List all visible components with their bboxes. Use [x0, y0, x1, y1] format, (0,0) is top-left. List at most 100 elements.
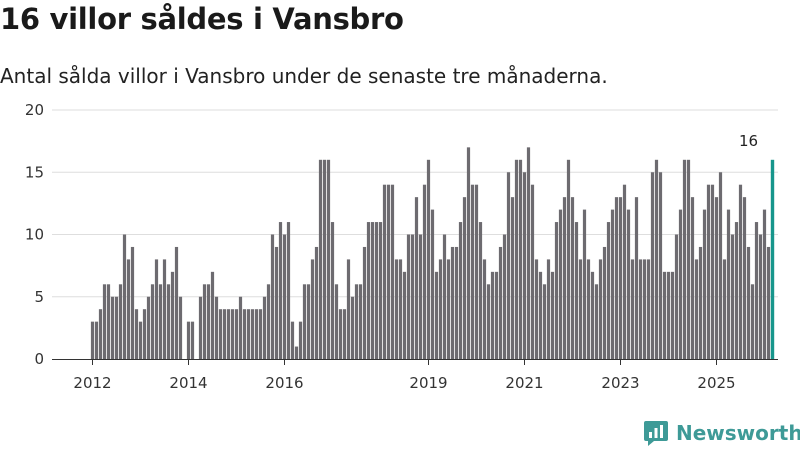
bar: [714, 197, 719, 359]
data-label: 16: [739, 132, 758, 150]
bar: [602, 246, 607, 359]
bar: [170, 271, 175, 359]
bar: [202, 284, 207, 359]
bar: [562, 197, 567, 359]
bar: [558, 209, 563, 359]
bar: [162, 259, 167, 359]
bar: [310, 259, 315, 359]
bar: [350, 296, 355, 359]
bar: [578, 259, 583, 359]
bar: [158, 284, 163, 359]
bar-series: [90, 147, 775, 359]
bar: [718, 172, 723, 359]
bar: [478, 222, 483, 359]
bar: [334, 284, 339, 359]
bar: [434, 271, 439, 359]
bar: [722, 259, 727, 359]
bar: [402, 271, 407, 359]
bar: [694, 259, 699, 359]
bar: [298, 321, 303, 359]
bar: [426, 159, 431, 359]
bar: [198, 296, 203, 359]
bar: [762, 209, 767, 359]
bar: [734, 222, 739, 359]
bar: [394, 259, 399, 359]
bar: [422, 184, 427, 359]
bar: [318, 159, 323, 359]
y-tick-label: 0: [34, 350, 44, 368]
data-labels: 16: [739, 132, 758, 150]
bar: [374, 222, 379, 359]
bar: [378, 222, 383, 359]
bar: [166, 284, 171, 359]
bar: [614, 197, 619, 359]
y-tick-label: 10: [25, 226, 44, 244]
bar: [234, 309, 239, 359]
bar: [454, 246, 459, 359]
bar: [206, 284, 211, 359]
brand-logo: Newsworthy: [644, 420, 800, 446]
bar: [114, 296, 119, 359]
bar: [126, 259, 131, 359]
bar: [574, 222, 579, 359]
bar: [554, 222, 559, 359]
bar: [106, 284, 111, 359]
bar: [498, 246, 503, 359]
bar: [102, 284, 107, 359]
bar: [522, 172, 527, 359]
bar: [598, 259, 603, 359]
bar: [122, 234, 127, 359]
bar: [474, 184, 479, 359]
bar: [150, 284, 155, 359]
bar: [470, 184, 475, 359]
y-tick-label: 5: [34, 288, 44, 306]
bar: [214, 296, 219, 359]
bar: [686, 159, 691, 359]
bar: [222, 309, 227, 359]
bar: [682, 159, 687, 359]
bar: [286, 222, 291, 359]
bar: [130, 246, 135, 359]
bar: [98, 309, 103, 359]
bar: [674, 234, 679, 359]
bar: [582, 209, 587, 359]
y-tick-label: 15: [25, 163, 44, 181]
bar: [430, 209, 435, 359]
bar: [118, 284, 123, 359]
bar: [362, 246, 367, 359]
bar: [142, 309, 147, 359]
bar: [506, 172, 511, 359]
bar: [622, 184, 627, 359]
bar: [366, 222, 371, 359]
bar: [646, 259, 651, 359]
bar: [90, 321, 95, 359]
bar: [738, 184, 743, 359]
bar: [414, 197, 419, 359]
bar: [230, 309, 235, 359]
bar: [246, 309, 251, 359]
bar: [266, 284, 271, 359]
bar: [302, 284, 307, 359]
bar: [758, 234, 763, 359]
bar: [218, 309, 223, 359]
bar: [354, 284, 359, 359]
bar: [550, 271, 555, 359]
bar: [418, 234, 423, 359]
bar: [754, 222, 759, 359]
bar: [178, 296, 183, 359]
chart-title: 16 villor såldes i Vansbro: [0, 2, 404, 36]
bar: [702, 209, 707, 359]
x-tick-label: 2025: [697, 374, 735, 392]
bar: [510, 197, 515, 359]
x-tick-label: 2019: [409, 374, 447, 392]
bar: [258, 309, 263, 359]
bar: [446, 259, 451, 359]
bar: [658, 172, 663, 359]
bar: [650, 172, 655, 359]
y-tick-label: 20: [25, 101, 44, 119]
bar: [226, 309, 231, 359]
bar: [238, 296, 243, 359]
x-tick-label: 2014: [169, 374, 207, 392]
bar: [666, 271, 671, 359]
